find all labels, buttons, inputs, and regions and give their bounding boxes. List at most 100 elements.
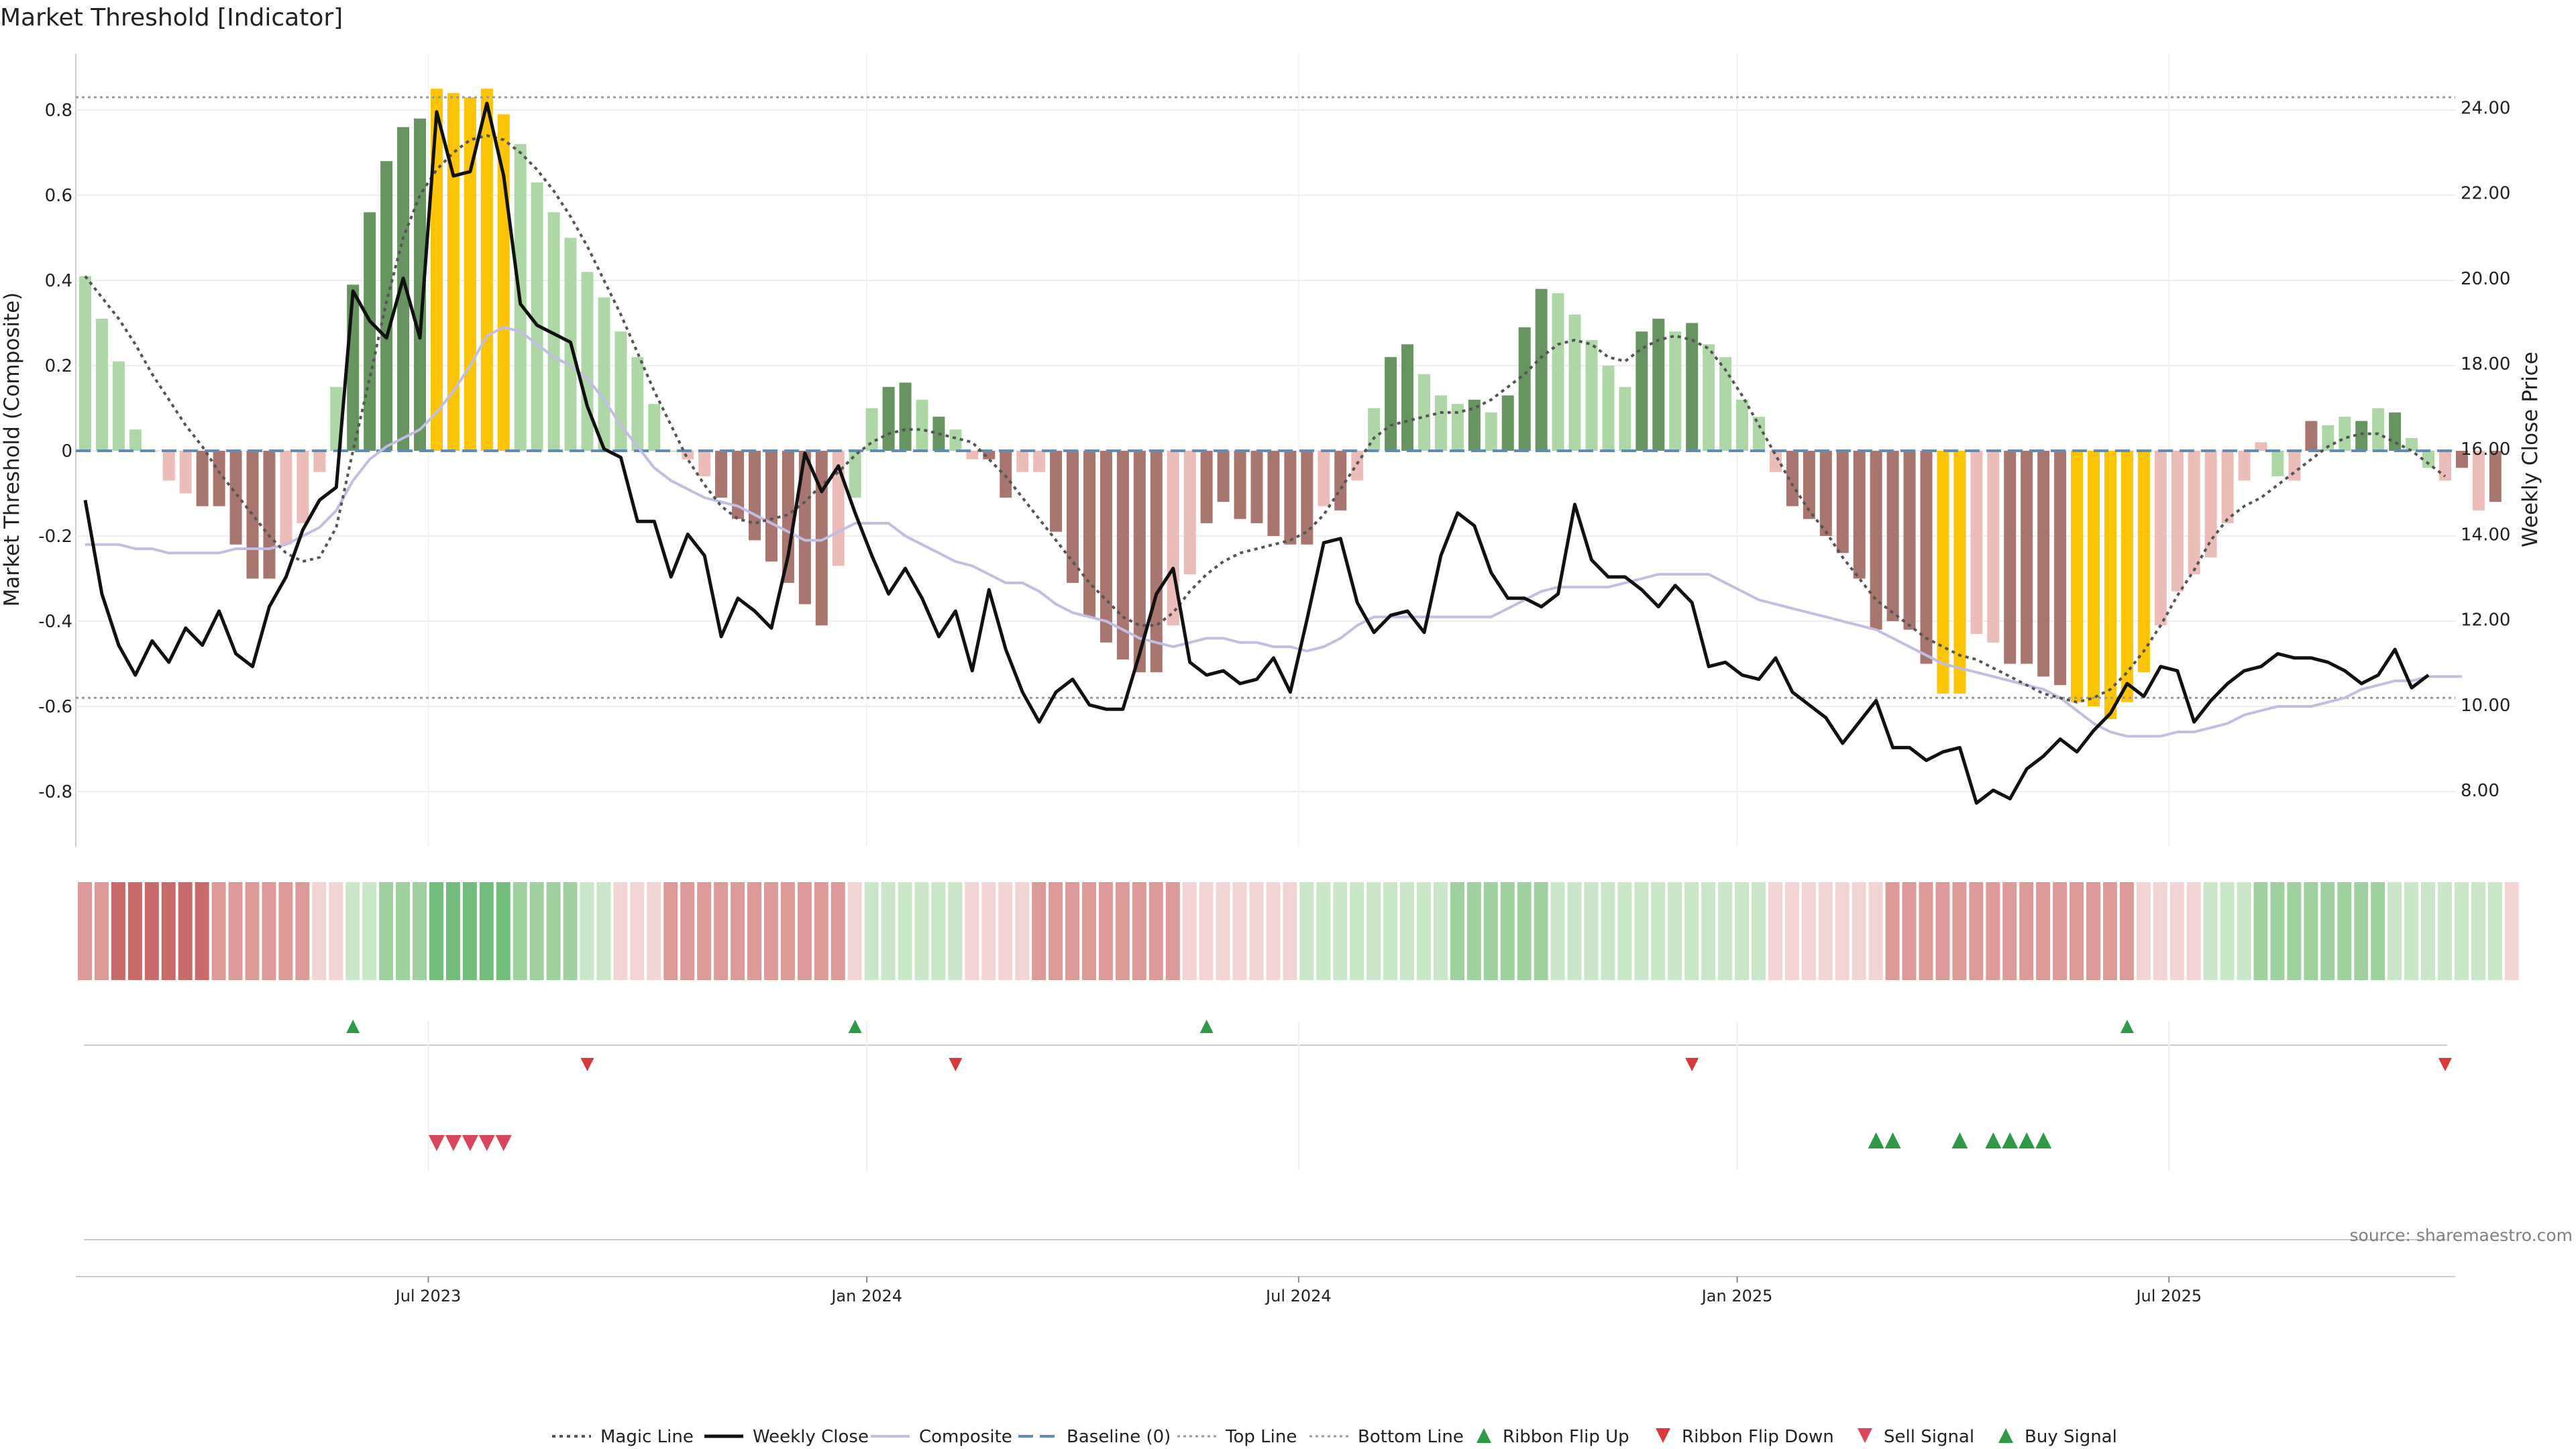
composite-bar [1769, 451, 1782, 472]
left-axis-ticks: 0.8 0.6 0.4 0.2 0 -0.2 -0.4 -0.6 -0.8 [38, 101, 72, 802]
ribbon-cell [1350, 882, 1364, 980]
buy-signal-marker [1868, 1132, 1884, 1148]
ribbon-cell [379, 882, 394, 980]
composite-bar [2406, 437, 2418, 451]
composite-bar [2238, 451, 2251, 481]
left-tick-label: 0.6 [45, 186, 72, 206]
ribbon-cell [1718, 882, 1733, 980]
composite-bar [1351, 451, 1364, 481]
composite-bar [1083, 451, 1095, 617]
ribbon-cell [211, 882, 226, 980]
signal-panel [427, 1021, 2170, 1171]
ribbon-cell [1768, 882, 1782, 980]
ribbon-cell [1165, 882, 1180, 980]
ribbon-cell [496, 882, 511, 980]
composite-bar [1568, 314, 1581, 451]
ribbon-strip [78, 882, 2519, 980]
composite-bar [531, 182, 543, 451]
buy-signal-marker [1884, 1132, 1901, 1148]
composite-bar [1937, 451, 1949, 694]
ribbon-cell [78, 882, 92, 980]
ribbon-cell [1049, 882, 1063, 980]
composite-bar [1033, 451, 1046, 472]
ribbon-cell [797, 882, 812, 980]
ribbon-cell [580, 882, 594, 980]
right-tick-label: 18.00 [2461, 354, 2510, 374]
composite-bar [882, 386, 895, 451]
composite-bar [782, 451, 794, 583]
ribbon-cell [663, 882, 678, 980]
composite-bar [1099, 451, 1112, 643]
composite-bar [246, 451, 259, 579]
composite-bar [397, 127, 410, 451]
ribbon-cell [429, 882, 443, 980]
ribbon-flip-down-marker [2438, 1058, 2452, 1071]
left-tick-label: -0.8 [38, 782, 72, 802]
composite-bar [1953, 451, 1966, 694]
composite-bar [1819, 451, 1832, 536]
right-tick-label: 20.00 [2461, 269, 2510, 289]
right-tick-label: 16.00 [2461, 439, 2510, 460]
ribbon-cell [2053, 882, 2068, 980]
left-tick-label: -0.2 [38, 527, 72, 547]
ribbon-cell [1082, 882, 1096, 980]
legend-label: Magic Line [600, 1427, 694, 1447]
composite-bar [2389, 412, 2402, 451]
sell-signal-marker [445, 1135, 462, 1151]
ribbon-cell [1249, 882, 1264, 980]
ribbon-cell [2421, 882, 2435, 980]
composite-bar [2271, 451, 2284, 477]
sell-signal-marker [428, 1135, 445, 1151]
composite-bar [1652, 319, 1665, 451]
ribbon-cell [1065, 882, 1080, 980]
ribbon-cell [228, 882, 243, 980]
ribbon-cell [1148, 882, 1163, 980]
composite-bar [414, 118, 426, 451]
composite-bar [832, 451, 845, 566]
ribbon-cell [1417, 882, 1431, 980]
composite-bar [598, 297, 610, 451]
composite-bar [631, 357, 644, 451]
composite-bar [1067, 451, 1079, 583]
composite-bar [1301, 451, 1313, 545]
composite-bar [899, 382, 912, 451]
composite-bar [1250, 451, 1263, 523]
composite-bar [229, 451, 242, 545]
ribbon-cell [647, 882, 661, 980]
ribbon-cell [161, 882, 176, 980]
ribbon-cell [780, 882, 795, 980]
ribbon-cell [1986, 882, 2000, 980]
ribbon-flip-up-marker [1199, 1020, 1214, 1033]
ribbon-cell [529, 882, 544, 980]
legend-label: Ribbon Flip Down [1682, 1427, 1834, 1447]
composite-bar [1183, 451, 1196, 575]
composite-bar [815, 451, 828, 626]
composite-bar [1234, 451, 1246, 519]
composite-bar [1635, 331, 1648, 451]
ribbon-cell [2487, 882, 2502, 980]
ribbon-cell [1634, 882, 1649, 980]
composite-bar [1987, 451, 2000, 643]
ribbon-cell [546, 882, 561, 980]
composite-bar [715, 451, 728, 498]
ribbon-cell [1400, 882, 1415, 980]
ribbon-cell [1735, 882, 1750, 980]
composite-bar [2438, 451, 2451, 481]
composite-bar [430, 89, 443, 451]
ribbon-cell [2102, 882, 2117, 980]
composite-bar [916, 399, 928, 451]
composite-bar [1116, 451, 1129, 660]
composite-bar [2154, 451, 2167, 626]
composite-bar [1552, 293, 1564, 451]
composite-bar [1803, 451, 1815, 519]
composite-bar [749, 451, 761, 541]
composite-bar [1133, 451, 1146, 673]
left-tick-label: -0.6 [38, 697, 72, 717]
buy-signal-marker [2035, 1132, 2052, 1148]
ribbon-cell [1366, 882, 1381, 980]
ribbon-cell [94, 882, 109, 980]
composite-bar [1318, 451, 1330, 506]
composite-bar [162, 451, 175, 481]
composite-bar [865, 408, 878, 451]
composite-bar [1903, 451, 1916, 630]
